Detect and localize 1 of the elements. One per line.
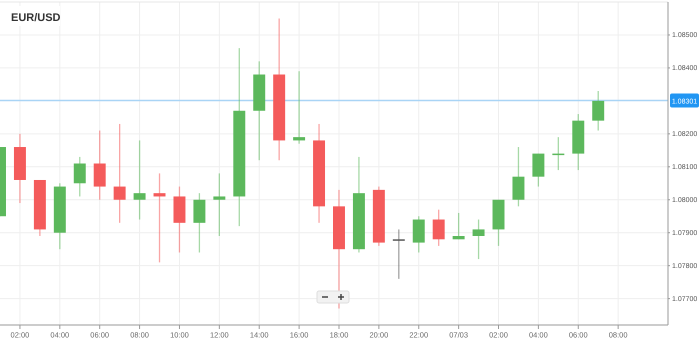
text: EUR/USD xyxy=(11,12,61,24)
